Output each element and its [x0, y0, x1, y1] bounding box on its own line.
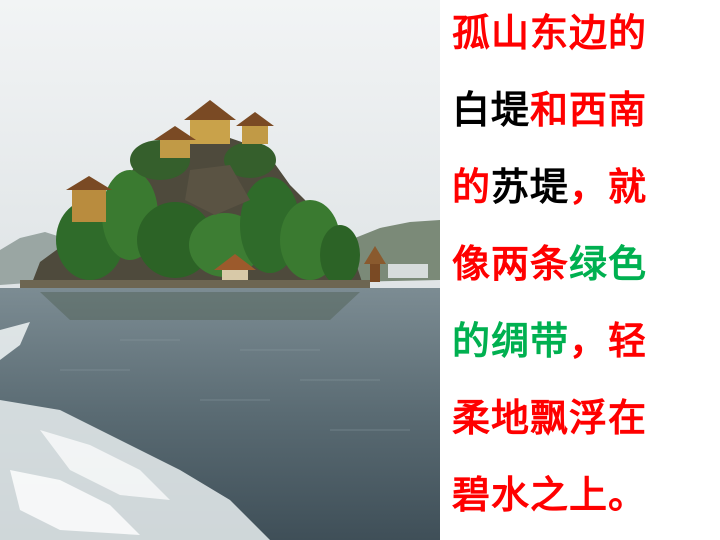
poem-segment: 孤山东边的	[452, 11, 648, 55]
poem-text-panel: 孤山东边的 白堤和西南 的苏堤，就 像两条绿色 的绸带，轻 柔地飘浮在 碧水之上…	[446, 0, 720, 540]
poem-line-6: 柔地飘浮在	[452, 395, 647, 441]
hilltop-temple	[66, 100, 274, 222]
poem-line-1: 孤山东边的	[452, 10, 647, 56]
boat-wake-foam	[0, 322, 270, 540]
poem-line-5: 的绸带，轻	[452, 318, 647, 364]
poem-segment: 的	[452, 165, 492, 209]
island-temple-photo	[0, 0, 440, 540]
poem-segment: 苏堤	[491, 165, 570, 209]
rock-face	[185, 165, 250, 215]
island-reflection	[40, 292, 360, 320]
poem-segment: 和西南	[530, 88, 648, 132]
shoreline-wall	[20, 280, 370, 290]
island-trees	[56, 140, 360, 285]
poem-segment: 白堤	[452, 88, 531, 132]
poem-segment: 柔地飘浮在	[452, 396, 648, 440]
distant-pagoda	[364, 246, 386, 282]
poem-line-2: 白堤和西南	[452, 87, 647, 133]
poem-segment: 的绸带	[452, 319, 570, 363]
poem-segment: 像两条	[452, 242, 570, 286]
poem-segment: 绿色	[569, 242, 648, 286]
poem-segment: ，就	[569, 165, 648, 209]
distant-buildings	[388, 264, 428, 278]
poem-line-3: 的苏堤，就	[452, 164, 647, 210]
water-ripples	[60, 339, 410, 431]
poem-segment: ，轻	[569, 319, 648, 363]
poem-line-4: 像两条绿色	[452, 241, 647, 287]
poem-segment: 碧水之上。	[452, 473, 648, 517]
poem-line-7: 碧水之上。	[452, 472, 647, 518]
